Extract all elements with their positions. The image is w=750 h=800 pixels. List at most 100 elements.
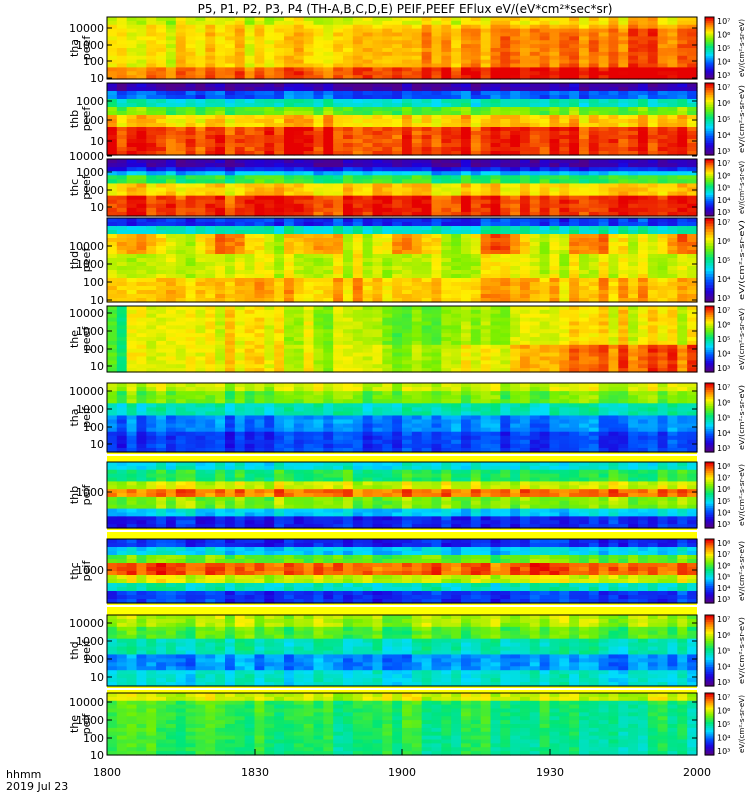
- spectrogram-cell: [687, 230, 698, 235]
- spectrogram-cell: [244, 159, 256, 164]
- spectrogram-cell: [303, 306, 315, 311]
- spectrogram-cell: [284, 24, 295, 30]
- spectrogram-cell: [588, 127, 600, 132]
- spectrogram-cell: [343, 83, 354, 88]
- spectrogram-cell: [264, 333, 275, 338]
- spectrogram-cell: [608, 24, 619, 30]
- spectrogram-cell: [598, 55, 610, 61]
- spectrogram-cell: [431, 67, 442, 72]
- spectrogram-cell: [421, 127, 433, 132]
- spectrogram-cell: [284, 151, 295, 156]
- spectrogram-cell: [136, 258, 147, 263]
- spectrogram-cell: [490, 51, 501, 57]
- spectrogram-cell: [382, 24, 393, 30]
- spectrogram-cell: [529, 258, 541, 263]
- spectrogram-cell: [215, 20, 226, 26]
- spectrogram-cell: [382, 266, 393, 271]
- spectrogram-cell: [313, 175, 324, 180]
- spectrogram-cell: [244, 254, 256, 259]
- spectrogram-cell: [411, 286, 423, 291]
- spectrogram-cell: [166, 32, 177, 37]
- spectrogram-cell: [333, 95, 344, 100]
- spectrogram-cell: [116, 238, 128, 243]
- spectrogram-cell: [549, 286, 560, 291]
- spectrogram-cell: [657, 55, 669, 61]
- spectrogram-cell: [490, 151, 501, 156]
- spectrogram-cell: [264, 294, 275, 299]
- spectrogram-cell: [313, 179, 324, 185]
- spectrogram-cell: [195, 183, 206, 189]
- spectrogram-cell: [598, 87, 610, 92]
- spectrogram-cell: [529, 191, 541, 197]
- spectrogram-cell: [687, 183, 698, 189]
- spectrogram-cell: [392, 171, 403, 176]
- spectrogram-cell: [451, 270, 462, 275]
- spectrogram-cell: [559, 278, 570, 283]
- spectrogram-cell: [126, 111, 138, 116]
- spectrogram-cell: [185, 250, 197, 255]
- spectrogram-cell: [451, 298, 462, 303]
- spectrogram-cell: [175, 282, 187, 287]
- spectrogram-cell: [116, 40, 128, 45]
- spectrogram-cell: [156, 48, 167, 53]
- spectrogram-cell: [677, 83, 688, 88]
- spectrogram-cell: [343, 59, 354, 65]
- spectrogram-cell: [529, 20, 541, 26]
- spectrogram-cell: [185, 325, 197, 330]
- spectrogram-cell: [333, 48, 344, 53]
- spectrogram-cell: [175, 337, 187, 342]
- spectrogram-cell: [411, 329, 423, 334]
- spectrogram-cell: [382, 75, 393, 80]
- spectrogram-cell: [529, 203, 541, 209]
- spectrogram-cell: [549, 266, 560, 271]
- spectrogram-cell: [461, 356, 472, 361]
- spectrogram-cell: [510, 67, 521, 72]
- spectrogram-cell: [529, 143, 541, 148]
- spectrogram-cell: [667, 274, 678, 279]
- spectrogram-cell: [490, 48, 501, 53]
- colorbar-step: [705, 288, 714, 292]
- spectrogram-cell: [569, 187, 580, 193]
- spectrogram-cell: [116, 83, 128, 88]
- spectrogram-cell: [156, 309, 167, 315]
- spectrogram-cell: [274, 175, 285, 180]
- spectrogram-cell: [677, 294, 688, 299]
- spectrogram-cell: [559, 115, 570, 120]
- spectrogram-cell: [116, 135, 128, 140]
- spectrogram-cell: [500, 24, 511, 30]
- spectrogram-cell: [431, 199, 442, 205]
- spectrogram-cell: [264, 36, 275, 41]
- spectrogram-cell: [284, 111, 295, 116]
- colorbar-step: [705, 229, 714, 233]
- spectrogram-cell: [451, 203, 462, 209]
- spectrogram-cell: [657, 187, 669, 193]
- spectrogram-cell: [107, 143, 118, 148]
- spectrogram-cell: [559, 246, 570, 251]
- spectrogram-cell: [628, 48, 639, 53]
- spectrogram-cell: [461, 28, 472, 34]
- spectrogram-cell: [215, 199, 226, 205]
- spectrogram-cell: [529, 246, 541, 251]
- spectrogram-cell: [372, 32, 383, 37]
- spectrogram-cell: [647, 222, 659, 227]
- spectrogram-cell: [431, 368, 442, 373]
- spectrogram-cell: [411, 115, 423, 120]
- spectrogram-cell: [254, 218, 265, 223]
- spectrogram-cell: [451, 306, 462, 311]
- spectrogram-cell: [520, 203, 531, 209]
- spectrogram-cell: [234, 24, 246, 30]
- spectrogram-cell: [175, 143, 187, 148]
- spectrogram-cell: [362, 183, 374, 189]
- spectrogram-cell: [244, 44, 256, 49]
- spectrogram-cell: [362, 340, 374, 346]
- spectrogram-cell: [490, 32, 501, 37]
- spectrogram-cell: [225, 163, 236, 168]
- spectrogram-cell: [392, 44, 403, 49]
- spectrogram-cell: [225, 20, 236, 26]
- spectrogram-cell: [244, 107, 256, 112]
- spectrogram-cell: [667, 266, 678, 271]
- spectrogram-cell: [205, 199, 216, 205]
- spectrogram-cell: [618, 17, 629, 22]
- spectrogram-cell: [392, 313, 403, 319]
- spectrogram-cell: [215, 242, 226, 247]
